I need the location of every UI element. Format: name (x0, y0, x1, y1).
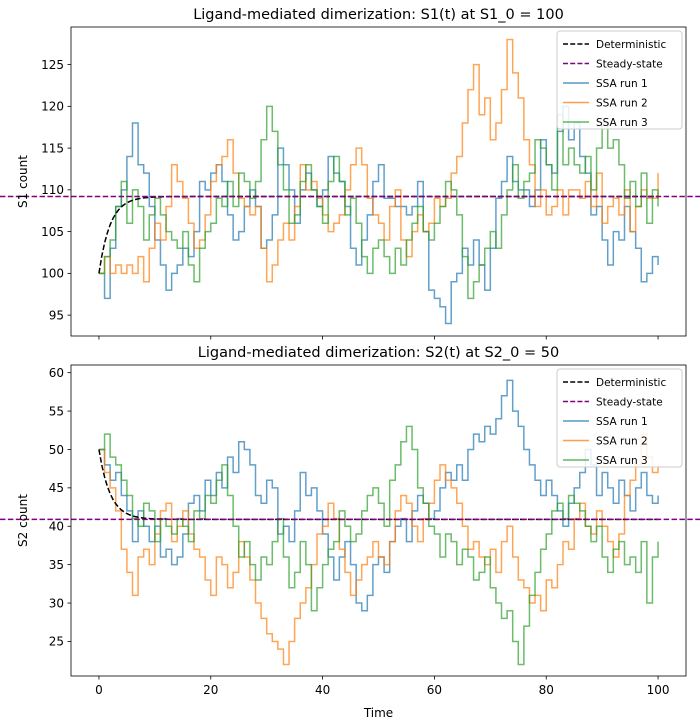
legend: Deterministic Steady-state SSA run 1 SSA ru… (556, 30, 683, 130)
legend-label: Steady-state (596, 396, 663, 408)
y-tick-label: 55 (49, 404, 64, 418)
legend-label: Deterministic (596, 377, 666, 389)
y-tick-label: 110 (41, 183, 64, 197)
legend-label: SSA run 3 (596, 117, 648, 129)
x-tick-label: 80 (539, 683, 554, 697)
chart-title: Ligand-mediated dimerization: S1(t) at S… (193, 7, 564, 23)
x-tick-label: 20 (203, 683, 218, 697)
ssa-run-3-line (98, 105, 659, 300)
axes-frame (70, 364, 687, 677)
legend-label: SSA run 1 (596, 78, 648, 90)
legend-label: SSA run 1 (596, 416, 648, 428)
y-tick-label: 60 (49, 366, 64, 380)
y-tick-label: 50 (49, 443, 64, 457)
y-tick-label: 120 (41, 100, 64, 114)
y-tick-label: 125 (41, 58, 64, 72)
x-tick-label: 0 (95, 683, 103, 697)
subplot-1: 95 100 105 110 115 120 125 Ligand-mediated dime… (0, 7, 700, 340)
y-tick-label: 95 (49, 308, 64, 322)
y-tick-label: 45 (49, 481, 64, 495)
ssa-run-3-line (98, 425, 659, 666)
y-tick-label: 40 (49, 520, 64, 534)
legend-label: SSA run 3 (596, 455, 648, 467)
ssa-run-2-line (98, 38, 659, 283)
y-tick-label: 100 (41, 267, 64, 281)
y-tick-label: 105 (41, 225, 64, 239)
x-tick-label: 60 (427, 683, 442, 697)
x-axis-label: Time (363, 706, 393, 718)
x-tick-label: 100 (647, 683, 670, 697)
y-tick-label: 30 (49, 596, 64, 610)
axes-frame (70, 26, 687, 337)
legend-label: SSA run 2 (596, 435, 648, 447)
legend-label: SSA run 2 (596, 97, 648, 109)
y-tick-label: 115 (41, 141, 64, 155)
x-tick-label: 40 (315, 683, 330, 697)
subplot-2: 0 20 40 60 80 100 25 30 35 40 45 50 55 60 Ligand-media… (0, 345, 700, 718)
legend-label: Steady-state (596, 58, 663, 70)
legend: Deterministic Steady-state SSA run 1 SSA ru… (556, 368, 683, 468)
y-tick-label: 35 (49, 558, 64, 572)
y-axis-label: S2 count (16, 494, 30, 547)
y-tick-label: 25 (49, 635, 64, 649)
chart-title: Ligand-mediated dimerization: S2(t) at S… (198, 345, 559, 361)
legend-box (556, 30, 683, 130)
legend-label: Deterministic (596, 39, 666, 51)
legend-box (556, 368, 683, 468)
y-axis-label: S1 count (16, 155, 30, 208)
